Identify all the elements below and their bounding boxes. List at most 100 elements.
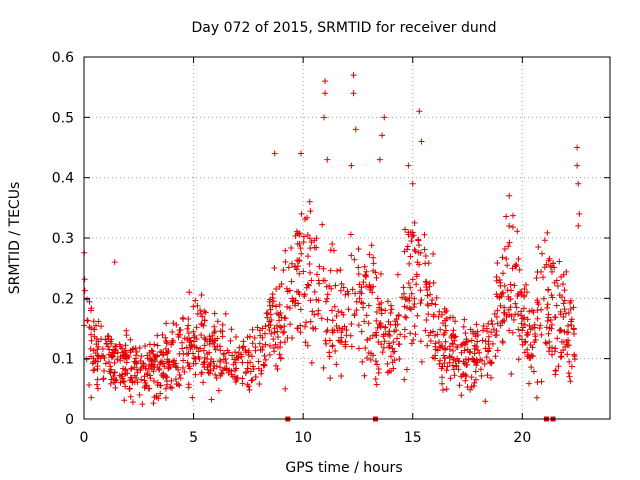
data-point [213, 375, 220, 382]
data-point [274, 328, 281, 335]
data-point [358, 284, 365, 291]
data-point [348, 252, 355, 259]
data-points [81, 72, 583, 422]
x-tick-label: 5 [189, 430, 198, 446]
data-point [303, 319, 310, 326]
data-point [337, 266, 344, 273]
data-point [282, 385, 289, 392]
data-point [251, 334, 258, 341]
data-point [302, 323, 309, 330]
data-point [543, 324, 550, 331]
data-point [387, 302, 394, 309]
data-point [384, 298, 391, 305]
data-point [338, 372, 345, 379]
data-point [197, 307, 204, 314]
data-point [462, 377, 469, 384]
data-point [377, 322, 384, 329]
data-point [446, 346, 453, 353]
data-point [297, 306, 304, 313]
data-point [424, 301, 431, 308]
data-point [300, 268, 307, 275]
data-point [493, 314, 500, 321]
data-point [516, 332, 523, 339]
data-point [225, 349, 232, 356]
data-point [294, 325, 301, 332]
data-point [534, 379, 541, 386]
data-point [376, 321, 383, 328]
data-point [133, 352, 140, 359]
data-point [370, 260, 377, 267]
data-point [147, 372, 154, 379]
data-point [284, 303, 291, 310]
data-point [362, 272, 369, 279]
data-point [316, 263, 323, 270]
data-point [270, 298, 277, 305]
data-point [340, 284, 347, 291]
data-point [152, 354, 159, 361]
data-point [259, 343, 266, 350]
data-point [207, 336, 214, 343]
data-point [214, 318, 221, 325]
data-point [404, 296, 411, 303]
data-point [179, 339, 186, 346]
data-point [384, 360, 391, 367]
data-point [338, 334, 345, 341]
data-point [322, 90, 329, 97]
data-point [261, 330, 268, 337]
data-point [547, 316, 554, 323]
data-point [386, 332, 393, 339]
data-point [315, 311, 322, 318]
data-point [478, 372, 485, 379]
data-point [163, 340, 170, 347]
data-point [451, 337, 458, 344]
data-point [126, 385, 133, 392]
data-point [151, 356, 158, 363]
data-point [217, 364, 224, 371]
data-point [528, 307, 535, 314]
data-point [311, 244, 318, 251]
data-point [305, 282, 312, 289]
data-point [93, 381, 100, 388]
data-point [511, 282, 518, 289]
data-point [185, 330, 192, 337]
data-point [128, 365, 135, 372]
data-point [143, 382, 150, 389]
chart-title: Day 072 of 2015, SRMTID for receiver dun… [192, 20, 497, 36]
data-point [148, 358, 155, 365]
data-point [450, 347, 457, 354]
data-point [473, 362, 480, 369]
data-point [271, 150, 278, 157]
y-tick-label: 0.2 [52, 291, 74, 307]
data-point [497, 282, 504, 289]
data-point [144, 355, 151, 362]
data-point [102, 360, 109, 367]
data-point [212, 328, 219, 335]
data-point [198, 331, 205, 338]
data-point [524, 353, 531, 360]
data-point [561, 287, 568, 294]
data-point [432, 346, 439, 353]
data-point [518, 312, 525, 319]
data-point [263, 310, 270, 317]
data-point [144, 371, 151, 378]
data-point [406, 305, 413, 312]
data-point [441, 355, 448, 362]
data-point [401, 376, 408, 383]
data-point [381, 338, 388, 345]
data-point [122, 366, 129, 373]
data-point [209, 332, 216, 339]
data-point [481, 361, 488, 368]
data-point [314, 271, 321, 278]
data-point [300, 238, 307, 245]
data-point [373, 309, 380, 316]
data-point [177, 326, 184, 333]
data-point [499, 339, 506, 346]
data-point [378, 306, 385, 313]
data-point [153, 394, 160, 401]
data-point [372, 332, 379, 339]
data-point [488, 318, 495, 325]
data-point [405, 162, 412, 169]
data-point [544, 304, 551, 311]
data-point [277, 323, 284, 330]
data-point [167, 364, 174, 371]
